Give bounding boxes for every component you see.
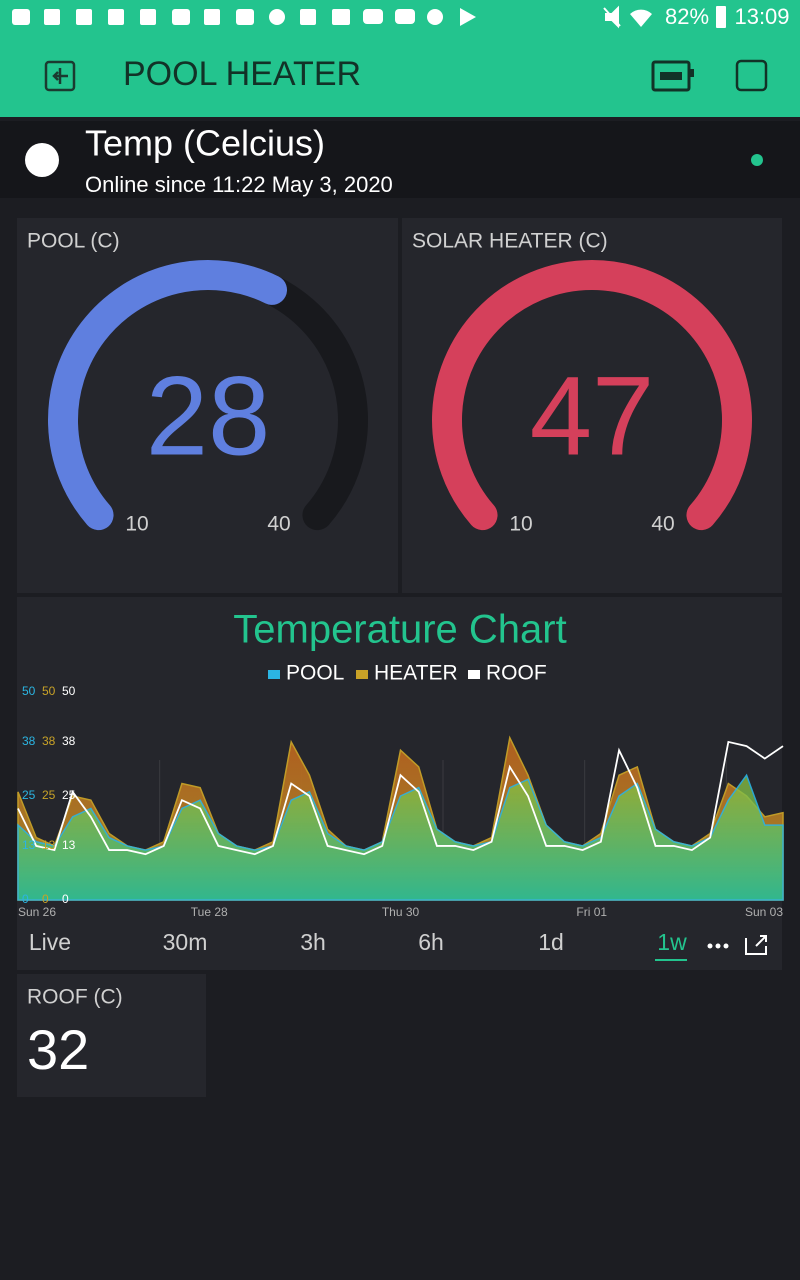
gauge-label: SOLAR HEATER (C) [412, 230, 608, 253]
gauge-min: 10 [509, 513, 532, 536]
status-icons [12, 5, 726, 29]
y-tick-label: 0 [42, 892, 49, 906]
x-tick-label: Tue 28 [191, 905, 228, 919]
period-button[interactable]: Live [29, 929, 71, 955]
clock: 13:09 [734, 4, 789, 29]
menu-button[interactable] [735, 59, 768, 92]
line-roof [17, 740, 784, 856]
y-tick-label: 38 [22, 734, 36, 748]
gauge-value: 47 [530, 354, 655, 479]
device-name: Temp (Celcius) [85, 123, 325, 164]
y-tick-label: 38 [42, 734, 56, 748]
device-bar [0, 121, 800, 198]
battery: 82% [665, 4, 709, 29]
legend-label: HEATER [374, 662, 458, 685]
area-pool [17, 773, 784, 901]
x-tick-label: Sun 03 [745, 905, 783, 919]
x-tick-label: Thu 30 [382, 905, 420, 919]
gauge-value: 28 [146, 354, 271, 479]
device-button[interactable] [651, 60, 694, 92]
period-button[interactable]: 30m [163, 929, 208, 955]
y-tick-label: 50 [22, 684, 36, 698]
gauge-max: 40 [651, 513, 674, 536]
chart-title: Temperature Chart [233, 608, 566, 652]
y-tick-label: 25 [42, 788, 56, 802]
period-button[interactable]: 1d [538, 929, 564, 955]
device-icon [25, 143, 59, 177]
legend-icon [356, 670, 368, 679]
period-button[interactable]: 6h [418, 929, 444, 955]
y-tick-label: 0 [62, 892, 69, 906]
legend-label: ROOF [486, 662, 547, 685]
dashboard-title: POOL HEATER [123, 55, 361, 93]
y-tick-label: 13 [22, 838, 36, 852]
gauge-min: 10 [125, 513, 148, 536]
y-tick-label: 25 [62, 788, 76, 802]
y-tick-label: 25 [22, 788, 36, 802]
value-display: 32 [27, 1018, 89, 1081]
value-panel [17, 974, 206, 1097]
y-tick-label: 0 [22, 892, 29, 906]
y-tick-label: 38 [62, 734, 76, 748]
back-button[interactable] [44, 60, 76, 92]
y-tick-label: 50 [62, 684, 76, 698]
legend-icon [468, 670, 480, 679]
gauge-arc [48, 260, 288, 531]
more-button[interactable] [707, 943, 729, 949]
x-tick-label: Sun 26 [18, 905, 56, 919]
gauge-label: POOL (C) [27, 230, 120, 253]
gauge-max: 40 [267, 513, 290, 536]
fullscreen-button[interactable] [745, 935, 767, 955]
device-status: Online since 11:22 May 3, 2020 [85, 172, 393, 197]
y-tick-label: 50 [42, 684, 56, 698]
y-tick-label: 13 [42, 838, 56, 852]
value-label: ROOF (C) [27, 986, 123, 1009]
period-button[interactable]: 3h [300, 929, 326, 955]
legend-icon [268, 670, 280, 679]
gauge-arc [432, 260, 752, 531]
x-tick-label: Fri 01 [576, 905, 607, 919]
online-dot [751, 154, 763, 166]
period-button[interactable]: 1w [657, 929, 687, 955]
legend-label: POOL [286, 662, 344, 685]
y-tick-label: 13 [62, 838, 76, 852]
